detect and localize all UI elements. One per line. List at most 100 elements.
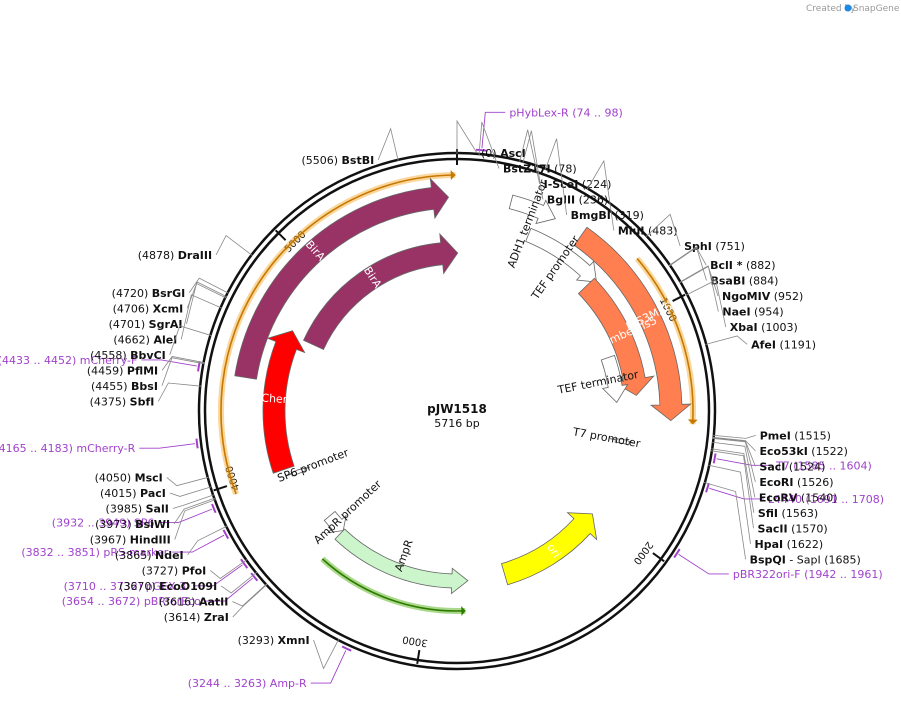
site-sfii[interactable]: SfiI (1563) bbox=[711, 448, 818, 520]
site-position: (319) bbox=[614, 209, 644, 222]
primer-mcherry-r[interactable]: (4165 .. 4183) mCherry-R bbox=[0, 438, 199, 456]
site-position: (3616) bbox=[159, 595, 196, 608]
site-position: (0) bbox=[481, 147, 497, 160]
primer-pbrforeco[interactable]: (3654 .. 3672) pBRforEco bbox=[62, 572, 259, 608]
site-msci[interactable]: (4050) MscI bbox=[95, 471, 209, 487]
site-bmgbi[interactable]: BmgBI (319) bbox=[544, 138, 644, 222]
site-paci[interactable]: (4015) PacI bbox=[100, 486, 212, 500]
site-i-scei[interactable]: I-SceI (224) bbox=[519, 129, 612, 191]
site-label-sali: (3985) SalI bbox=[106, 502, 169, 515]
primer-range: (1585 .. 1604) bbox=[793, 459, 872, 472]
site-position: (1622) bbox=[787, 538, 824, 551]
site-sali[interactable]: (3985) SalI bbox=[106, 494, 215, 516]
site-position: (1522) bbox=[811, 445, 848, 458]
site-leader-pflmi bbox=[161, 356, 205, 371]
site-label-xmni: (3293) XmnI bbox=[238, 634, 310, 647]
site-pmei[interactable]: PmeI (1515) bbox=[712, 429, 831, 442]
site-ecori[interactable]: EcoRI (1526) bbox=[712, 437, 834, 489]
site-pflmi[interactable]: (4459) PflMI bbox=[87, 356, 205, 377]
site-asci[interactable]: (0) AscI bbox=[456, 119, 526, 160]
site-leader-ndei bbox=[187, 525, 228, 556]
feature-label-adh1-terminator-0: ADH1 terminator bbox=[505, 178, 550, 270]
primer-leader-phyblex-r bbox=[481, 111, 506, 149]
site-name: SacI bbox=[759, 460, 785, 473]
primer-range: (3244 .. 3263) bbox=[188, 677, 267, 690]
site-alei[interactable]: (4662) AleI bbox=[113, 294, 222, 346]
primer-label-phyblex-r: pHybLex-R (74 .. 98) bbox=[509, 106, 622, 119]
primer-t7[interactable]: T7 (1585 .. 1604) bbox=[712, 453, 872, 472]
site-draiii[interactable]: (4878) DraIII bbox=[138, 234, 253, 262]
site-name: SacII bbox=[758, 522, 788, 535]
feature-s-pombe-his5-3 bbox=[577, 277, 655, 396]
primer-pgex-3[interactable]: (3710 .. 3732) pGEX 3' bbox=[64, 558, 249, 593]
site-ngomiv[interactable]: NgoMIV (952) bbox=[679, 265, 804, 303]
site-label-sgrai: (4701) SgrAI bbox=[109, 318, 183, 331]
primer-pbr322ori-f[interactable]: pBR322ori-F (1942 .. 1961) bbox=[673, 548, 883, 581]
site-xmni[interactable]: (3293) XmnI bbox=[238, 634, 340, 670]
site-name: SfiI bbox=[758, 507, 778, 520]
site-bsrgi[interactable]: (4720) BsrGI bbox=[112, 277, 229, 300]
primer-phyblex-r[interactable]: pHybLex-R (74 .. 98) bbox=[475, 106, 623, 152]
site-name: AatII bbox=[199, 595, 228, 608]
site-sgrai[interactable]: (4701) SgrAI bbox=[109, 282, 227, 331]
site-afei[interactable]: AfeI (1191) bbox=[705, 335, 816, 351]
site-bbsi[interactable]: (4455) BbsI bbox=[91, 357, 205, 393]
site-name: I-SceI bbox=[544, 178, 579, 191]
site-position: (4878) bbox=[138, 249, 175, 262]
primer-sp6[interactable]: (3932 .. 3949) SP6 bbox=[52, 503, 217, 530]
site-ecoo109i[interactable]: (3670) EcoO109I bbox=[119, 571, 258, 594]
site-saci[interactable]: SacI (1524) bbox=[712, 437, 826, 474]
site-pfoi[interactable]: (3727) PfoI bbox=[142, 559, 248, 579]
site-hindiii[interactable]: (3967) HindIII bbox=[90, 499, 216, 547]
feature-t7-promoter-5 bbox=[609, 438, 635, 446]
site-bbvci[interactable]: (4558) BbvCI bbox=[90, 325, 212, 362]
site-xbai[interactable]: XbaI (1003) bbox=[686, 279, 798, 334]
site-bspqi[interactable]: BspQI - SapI (1685) bbox=[703, 481, 861, 566]
primer-leader-t7 bbox=[716, 458, 773, 466]
site-bstbi[interactable]: (5506) BstBI bbox=[301, 127, 399, 167]
site-name: EcoRV bbox=[759, 491, 798, 504]
site-label-msci: (4050) MscI bbox=[95, 471, 163, 484]
site-sphi[interactable]: SphI (751) bbox=[645, 213, 745, 253]
site-sbfi[interactable]: (4375) SbfI bbox=[90, 382, 202, 408]
site-leader-sbfi bbox=[158, 382, 202, 402]
site-label-bmgbi: BmgBI (319) bbox=[571, 209, 644, 222]
site-bglii[interactable]: BglII (236) bbox=[522, 130, 608, 207]
site-position: (954) bbox=[754, 306, 784, 319]
primer-mcherry-f[interactable]: (4433 .. 4452) mCherry-F bbox=[0, 354, 201, 372]
site-bsabi[interactable]: BsaBI (884) bbox=[669, 246, 778, 288]
site-position: (952) bbox=[774, 290, 804, 303]
site-position: (3973) bbox=[95, 518, 132, 531]
site-aatii[interactable]: (3616) AatII bbox=[159, 583, 268, 609]
site-xcmi[interactable]: (4706) XcmI bbox=[113, 281, 227, 315]
feature-sp6-promoter-9 bbox=[286, 466, 311, 477]
site-bsiwi[interactable]: (3973) BsiWI bbox=[95, 497, 216, 531]
scale-label-2000: 2000 bbox=[631, 539, 655, 566]
snapgene-logo: SnapGene bbox=[844, 4, 900, 14]
site-name: ZraI bbox=[204, 611, 229, 624]
site-zrai[interactable]: (3614) ZraI bbox=[164, 583, 268, 624]
site-ndei[interactable]: (3865) NdeI bbox=[115, 525, 228, 562]
site-name: Eco53kI bbox=[759, 445, 807, 458]
site-name: EcoRI bbox=[759, 476, 793, 489]
site-name: MluI bbox=[618, 225, 645, 238]
site-label-ecori: EcoRI (1526) bbox=[759, 476, 833, 489]
primer-amp-r[interactable]: (3244 .. 3263) Amp-R bbox=[188, 645, 352, 690]
site-leader-naei bbox=[679, 265, 719, 312]
site-position: (4015) bbox=[100, 487, 137, 500]
site-bcli[interactable]: BclI * (882) bbox=[668, 246, 776, 272]
site-hpai[interactable]: HpaI (1622) bbox=[708, 464, 824, 551]
site-sacii[interactable]: SacII (1570) bbox=[710, 450, 828, 536]
site-label-eco53ki: Eco53kI (1522) bbox=[759, 445, 847, 458]
site-position: (3967) bbox=[90, 533, 127, 546]
site-naei[interactable]: NaeI (954) bbox=[679, 265, 784, 319]
site-eco53ki[interactable]: Eco53kI (1522) bbox=[712, 436, 848, 458]
site-label-i-scei: I-SceI (224) bbox=[544, 178, 612, 191]
primer-prs-marker[interactable]: (3832 .. 3851) pRS-marker bbox=[21, 529, 230, 559]
site-leader-ecoo109i bbox=[220, 571, 258, 594]
primer-leader-pgex-3 bbox=[193, 564, 243, 587]
site-ecorv[interactable]: EcoRV (1540) bbox=[712, 441, 838, 504]
site-leader-bcli bbox=[668, 246, 707, 266]
primers: pHybLex-R (74 .. 98) T7 (1585 .. 1604) L44… bbox=[0, 106, 884, 690]
